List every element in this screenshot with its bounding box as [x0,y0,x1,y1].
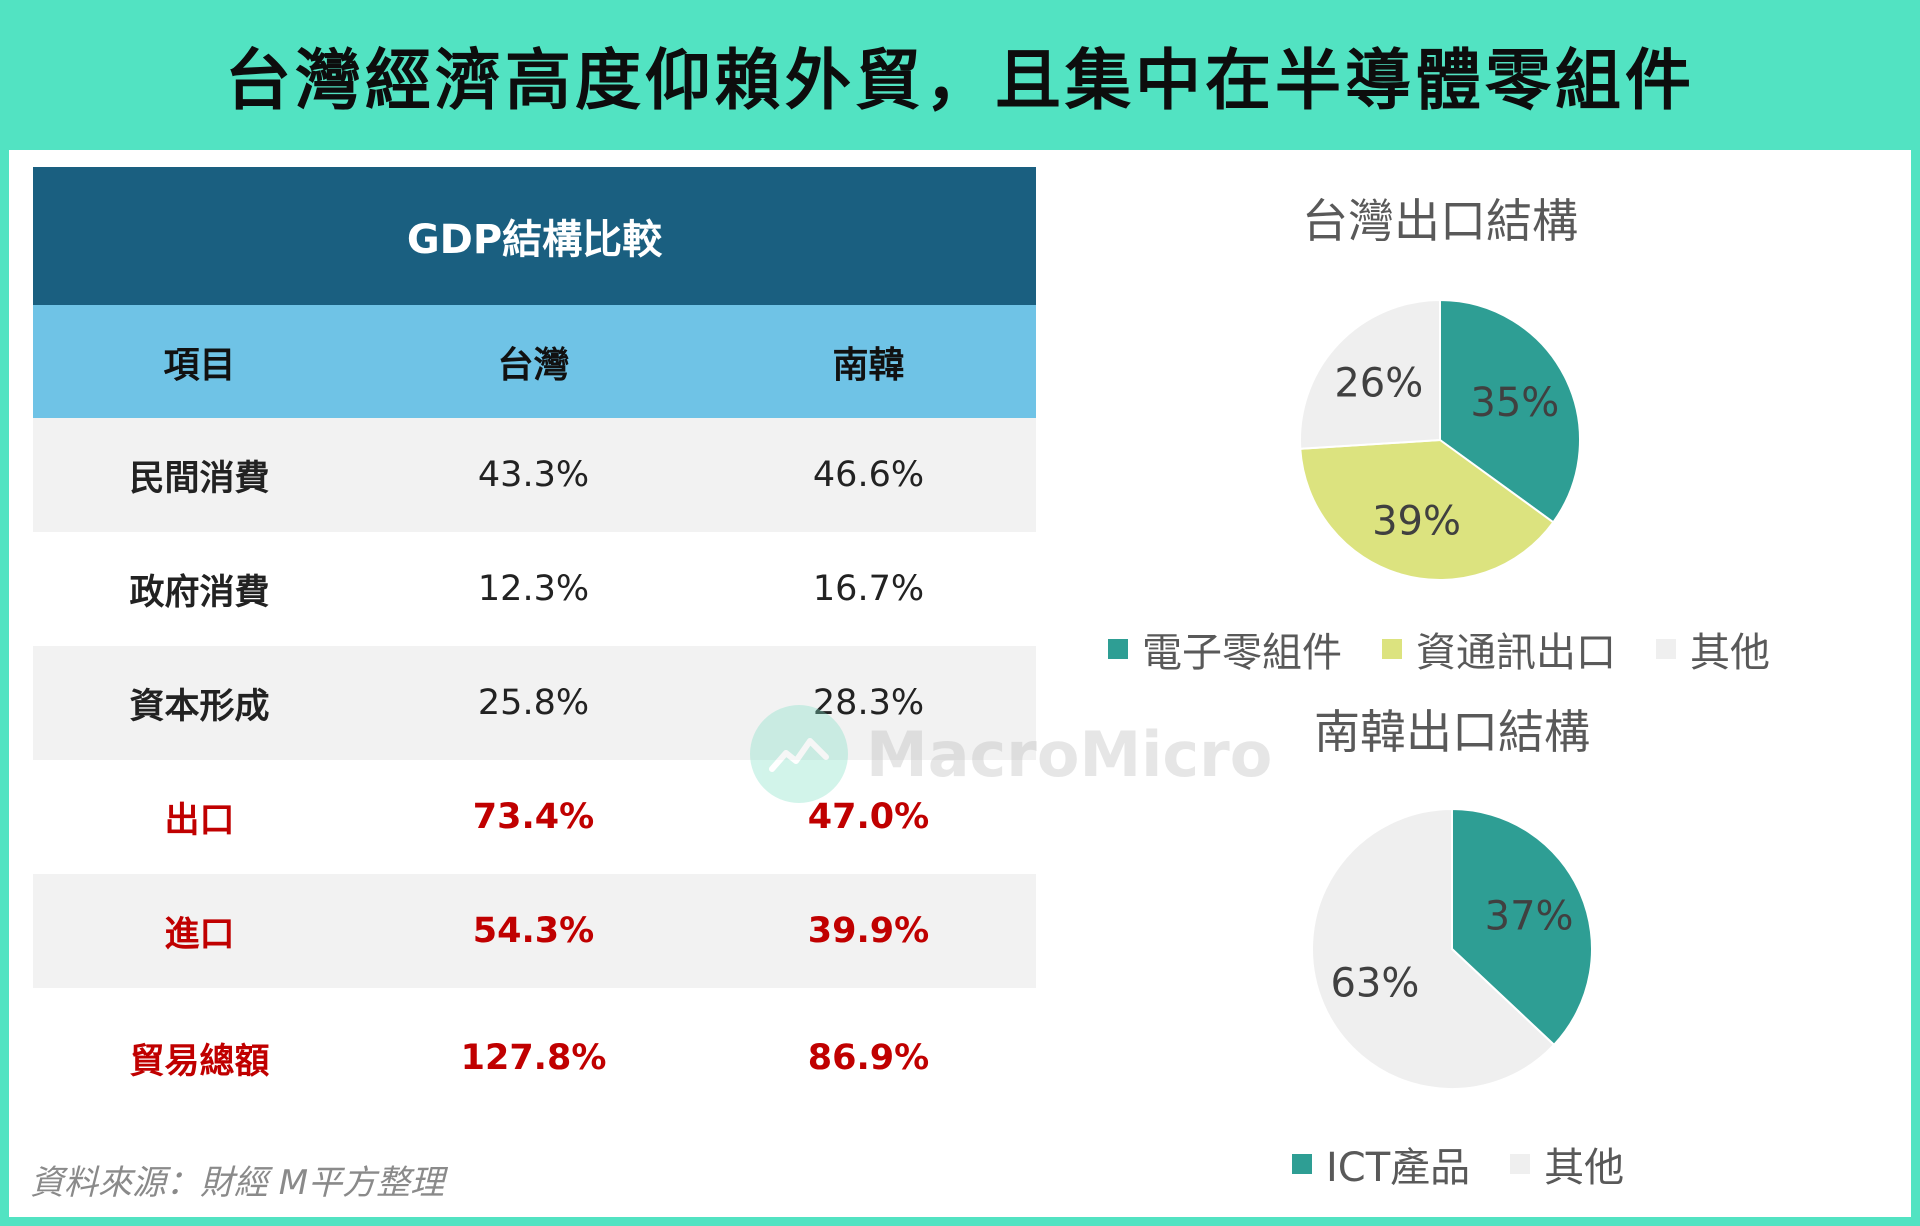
legend-swatch [1382,639,1402,659]
legend-label: 其他 [1544,1145,1625,1191]
row-korea-value: 39.9% [807,911,930,951]
taiwan-pie-legend: 電子零組件 資通訊出口 其他 [1108,620,1810,678]
legend-swatch [1656,639,1676,659]
legend-item: 資通訊出口 [1382,620,1616,678]
table-row: 民間消費 43.3% 46.6% [33,418,1036,532]
legend-swatch [1510,1154,1531,1174]
row-item: 政府消費 [129,572,270,613]
row-item: 出口 [164,800,235,841]
korea-pie-slice-label-1: 63% [1330,960,1419,1006]
korea-pie-title: 南韓出口結構 [1314,705,1590,759]
source-note: 資料來源：財經 M平方整理 [30,1163,445,1203]
taiwan-pie-slice-1 [1299,438,1555,581]
column-header-korea: 南韓 [832,344,905,386]
row-taiwan-value: 43.3% [477,455,590,495]
legend-label: 資通訊出口 [1416,630,1616,676]
row-item: 民間消費 [129,458,270,499]
legend-label: 電子零組件 [1142,630,1342,676]
table-row-trade: 進口 54.3% 39.9% [33,874,1036,988]
row-taiwan-value: 12.3% [477,569,590,609]
title-banner: 台灣經濟高度仰賴外貿，且集中在半導體零組件 [0,0,1920,150]
taiwan-pie-slice-0 [1439,298,1581,524]
page-title: 台灣經濟高度仰賴外貿，且集中在半導體零組件 [225,42,1695,119]
taiwan-pie-title: 台灣出口結構 [1302,194,1578,248]
row-korea-value: 86.9% [807,1038,930,1078]
row-item: 進口 [164,914,235,955]
row-item: 資本形成 [129,686,270,727]
table-body: 民間消費 43.3% 46.6% 政府消費 12.3% 16.7% 資本形成 2… [33,418,1036,1128]
table-title: GDP結構比較 [33,167,1036,305]
korea-export-pie: 37% 63% [1311,807,1594,1090]
legend-item: 電子零組件 [1108,620,1342,678]
korea-pie-slice-1 [1311,807,1556,1090]
legend-label: ICT產品 [1326,1145,1471,1191]
row-korea-value: 47.0% [807,797,930,837]
taiwan-pie-slice-2 [1299,298,1441,450]
legend-item: 其他 [1656,620,1770,678]
taiwan-pie-slice-label-2: 26% [1334,360,1423,406]
legend-item: ICT產品 [1292,1135,1470,1193]
legend-swatch [1108,639,1128,659]
row-taiwan-value: 127.8% [460,1038,607,1078]
table-row-trade: 貿易總額 127.8% 86.9% [33,988,1036,1128]
korea-pie-legend: ICT產品 其他 [1292,1135,1664,1193]
row-korea-value: 16.7% [812,569,925,609]
taiwan-export-pie: 35% 39% 26% [1299,298,1581,581]
legend-swatch [1292,1154,1312,1174]
column-header-item: 項目 [163,344,236,386]
taiwan-pie-slice-label-1: 39% [1372,499,1461,545]
table-row: 政府消費 12.3% 16.7% [33,532,1036,646]
taiwan-pie-slice-label-0: 35% [1470,380,1559,426]
korea-pie-slice-0 [1451,807,1594,1047]
korea-pie-slice-label-0: 37% [1485,894,1574,940]
row-taiwan-value: 25.8% [477,683,590,723]
table-row-trade: 出口 73.4% 47.0% [33,760,1036,874]
row-item: 貿易總額 [129,1041,270,1082]
legend-item: 其他 [1510,1135,1624,1193]
table-row: 資本形成 25.8% 28.3% [33,646,1036,760]
column-header-taiwan: 台灣 [497,344,570,386]
row-korea-value: 28.3% [812,683,925,723]
table-column-header: 項目 台灣 南韓 [33,305,1036,418]
gdp-comparison-table: GDP結構比較 項目 台灣 南韓 民間消費 43.3% 46.6% 政府消費 1… [33,167,1036,1128]
row-korea-value: 46.6% [812,455,925,495]
row-taiwan-value: 73.4% [472,797,595,837]
row-taiwan-value: 54.3% [472,911,595,951]
legend-label: 其他 [1690,630,1770,676]
